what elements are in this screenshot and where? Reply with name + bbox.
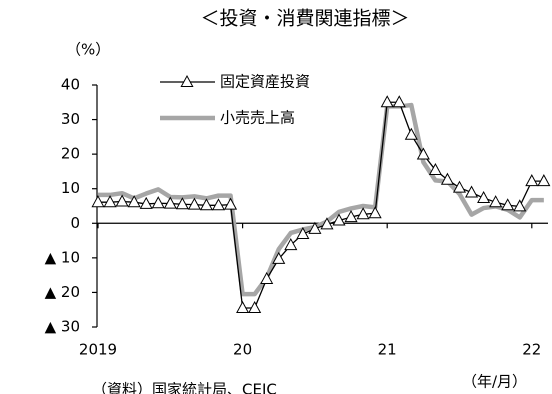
point-marker [380,95,394,108]
series-line [98,101,544,309]
point-marker [356,207,370,220]
point-marker [211,198,226,211]
point-marker [368,206,382,219]
point-marker [477,191,491,204]
legend-label: 固定資産投資 [220,73,310,91]
point-marker [199,198,213,211]
point-marker [139,196,153,209]
point-marker [248,300,262,313]
point-marker [272,251,286,264]
point-marker [296,226,310,240]
legend-marker [180,74,194,87]
y-tick-label: 0 [70,214,80,232]
point-marker [404,127,418,140]
y-tick-label: ▲ 30 [45,318,80,336]
y-tick-label: 30 [61,110,80,128]
point-marker [187,197,201,210]
y-tick-label: 40 [61,76,80,94]
point-marker [151,196,165,209]
point-marker [320,217,334,230]
source-note: （資料）国家統計局、CEIC [92,381,277,394]
point-marker [236,300,250,313]
y-tick-label: ▲ 20 [45,283,80,301]
point-marker [175,197,189,210]
chart-title: ＜投資・消費関連指標＞ [200,8,409,30]
point-marker [91,195,105,208]
point-marker [115,194,129,207]
point-marker [513,199,527,212]
point-marker [537,174,551,187]
point-marker [284,238,298,251]
point-marker [440,172,454,185]
x-tick-label: 21 [378,341,397,359]
point-marker [260,271,274,284]
x-tick-label: 2019 [79,341,117,359]
point-marker [489,195,503,208]
series-line [98,102,544,297]
point-marker [501,198,515,211]
y-tick-label: 20 [61,145,80,163]
point-marker [428,162,442,176]
legend-label: 小売売上高 [220,109,295,127]
point-marker [452,180,467,193]
y-tick-label: 10 [61,179,80,197]
point-marker [392,95,406,108]
x-tick-label: 22 [522,341,541,359]
point-marker [332,213,346,226]
point-marker [344,210,358,223]
point-marker [103,195,117,208]
x-axis-label: （年/月） [462,373,527,391]
point-marker [308,221,322,234]
point-marker [525,174,539,187]
point-marker [465,185,479,198]
y-axis-label: （%） [66,41,110,59]
point-marker [127,195,141,208]
y-tick-label: ▲ 10 [45,248,80,266]
point-marker [224,197,238,210]
point-marker [416,147,430,160]
point-marker [163,196,177,209]
x-tick-label: 20 [233,341,252,359]
